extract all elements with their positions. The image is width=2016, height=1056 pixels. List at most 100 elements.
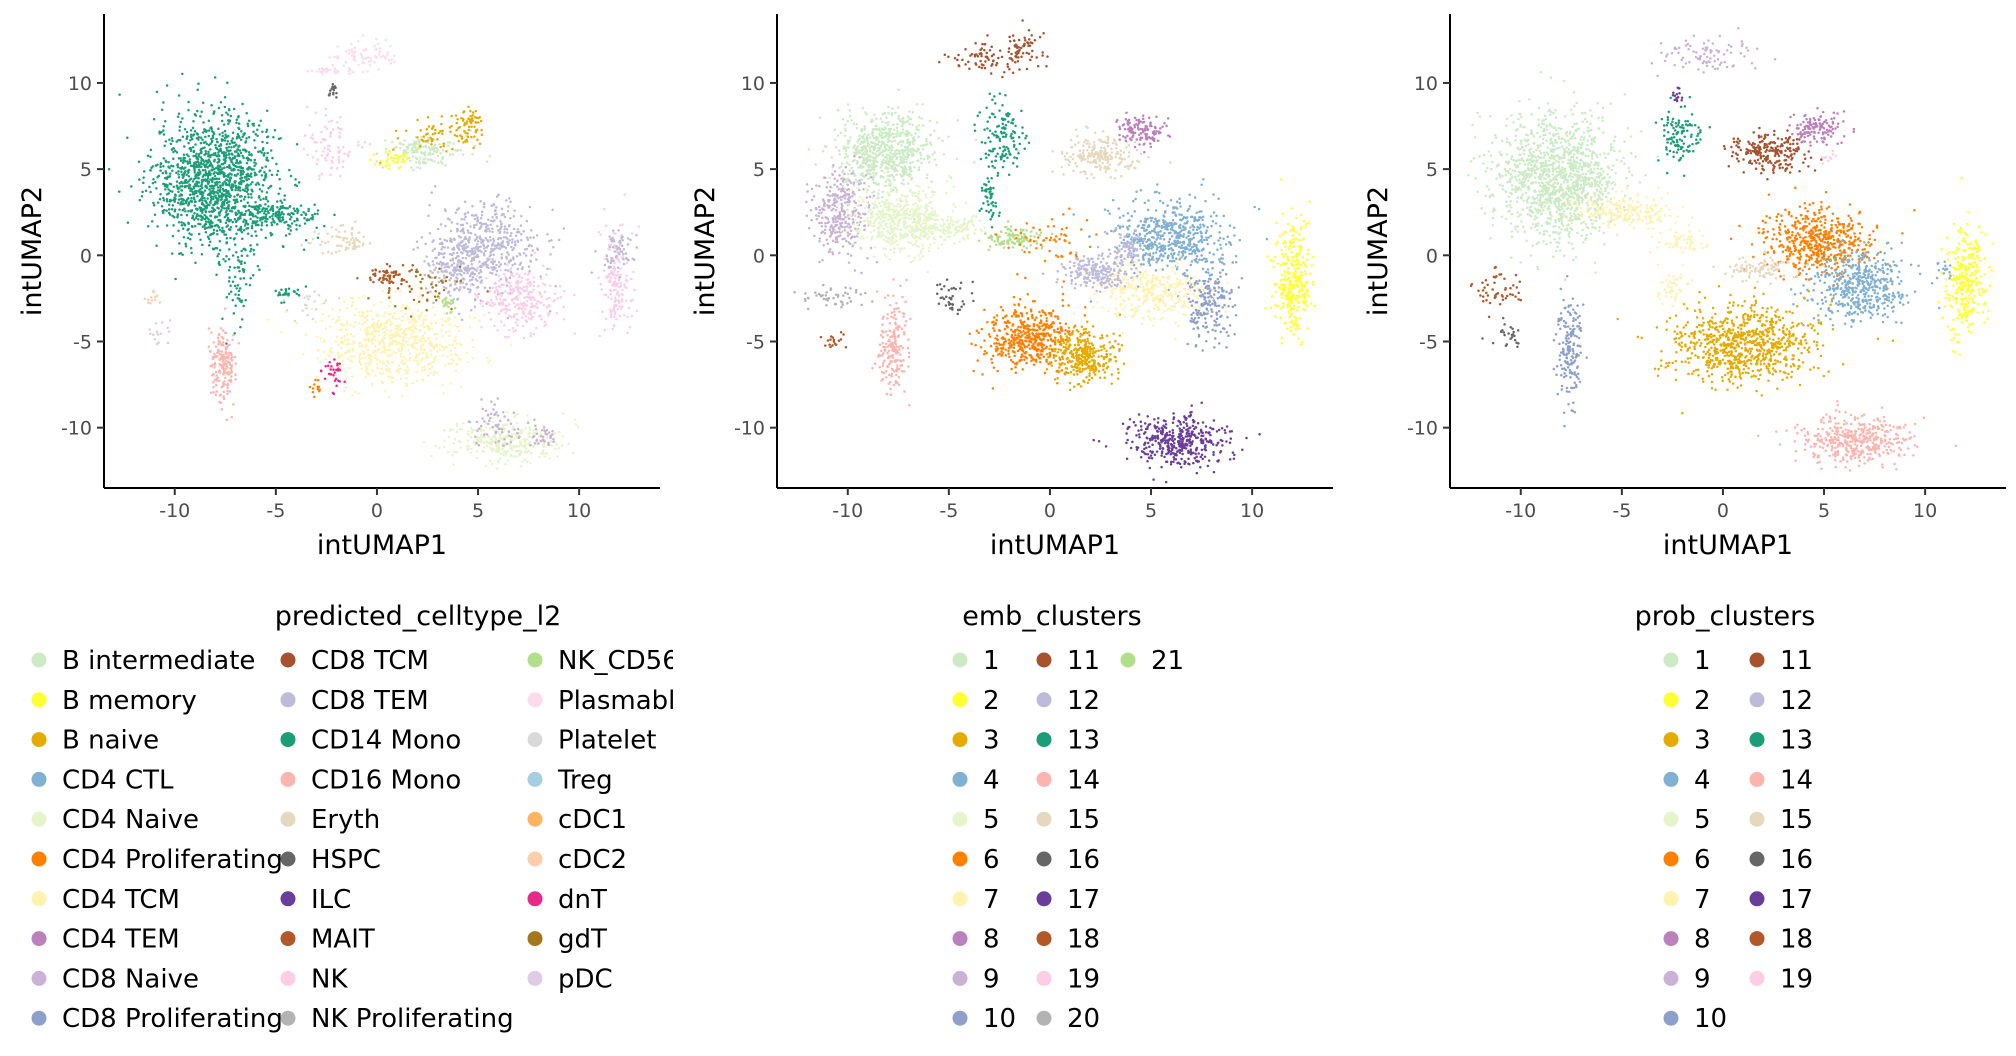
data-point bbox=[167, 208, 171, 211]
data-point bbox=[137, 160, 141, 163]
data-point bbox=[498, 419, 502, 423]
data-point bbox=[247, 209, 250, 212]
data-point bbox=[377, 319, 380, 322]
data-point bbox=[196, 176, 200, 180]
data-point bbox=[447, 291, 450, 295]
data-point bbox=[207, 218, 210, 221]
data-point bbox=[515, 297, 518, 300]
legend-label: Platelet bbox=[558, 726, 656, 756]
data-point bbox=[344, 60, 348, 64]
data-point bbox=[353, 238, 356, 242]
data-point bbox=[332, 368, 335, 371]
data-point bbox=[309, 241, 312, 245]
data-point bbox=[492, 237, 495, 241]
data-point bbox=[401, 264, 405, 267]
data-point bbox=[554, 432, 557, 435]
data-point bbox=[175, 180, 179, 183]
cluster-points bbox=[148, 319, 172, 346]
data-point bbox=[468, 420, 472, 424]
data-point bbox=[338, 364, 342, 368]
legend-item: HSPC bbox=[280, 845, 381, 875]
data-point bbox=[311, 133, 314, 137]
data-point bbox=[470, 247, 474, 251]
data-point bbox=[375, 322, 379, 325]
data-point bbox=[470, 278, 474, 281]
data-point bbox=[613, 266, 616, 270]
legend-label: B memory bbox=[62, 686, 197, 716]
data-point bbox=[600, 288, 603, 291]
data-point bbox=[500, 301, 503, 304]
data-point bbox=[361, 314, 364, 318]
data-point bbox=[479, 217, 483, 220]
data-point bbox=[502, 444, 505, 447]
legend-swatch bbox=[31, 1010, 47, 1026]
data-point bbox=[486, 258, 490, 262]
point-cloud bbox=[107, 34, 641, 470]
data-point bbox=[447, 305, 450, 309]
data-point bbox=[516, 240, 520, 243]
cluster-points bbox=[107, 72, 326, 283]
data-point bbox=[295, 223, 298, 227]
data-point bbox=[138, 178, 141, 181]
data-point bbox=[471, 270, 474, 274]
data-point bbox=[237, 168, 240, 172]
data-point bbox=[496, 414, 500, 417]
data-point bbox=[262, 212, 266, 215]
data-point bbox=[387, 58, 391, 62]
data-point bbox=[447, 362, 451, 366]
data-point bbox=[484, 464, 488, 468]
data-point bbox=[546, 436, 549, 439]
data-point bbox=[441, 149, 445, 152]
data-point bbox=[203, 204, 206, 207]
data-point bbox=[246, 254, 249, 257]
data-point bbox=[547, 441, 550, 445]
data-point bbox=[504, 236, 508, 239]
data-point bbox=[368, 242, 372, 245]
data-point bbox=[425, 139, 428, 143]
data-point bbox=[471, 267, 474, 270]
data-point bbox=[247, 196, 250, 199]
data-point bbox=[287, 227, 290, 230]
data-point bbox=[353, 390, 357, 394]
data-point bbox=[250, 154, 253, 157]
data-point bbox=[214, 370, 218, 374]
data-point bbox=[225, 362, 228, 366]
data-point bbox=[417, 318, 421, 321]
data-point bbox=[381, 166, 384, 169]
data-point bbox=[305, 307, 308, 310]
data-point bbox=[515, 317, 519, 321]
data-point bbox=[185, 184, 189, 188]
data-point bbox=[225, 418, 229, 422]
data-point bbox=[232, 167, 235, 171]
data-point bbox=[444, 164, 447, 167]
data-point bbox=[454, 256, 458, 260]
data-point bbox=[410, 343, 413, 347]
data-point bbox=[297, 293, 301, 297]
data-point bbox=[381, 360, 384, 364]
data-point bbox=[491, 440, 494, 444]
data-point bbox=[380, 367, 383, 370]
data-point bbox=[191, 192, 195, 195]
data-point bbox=[344, 328, 348, 332]
cluster-points bbox=[143, 289, 162, 305]
data-point bbox=[477, 292, 480, 296]
data-point bbox=[436, 227, 440, 231]
data-point bbox=[220, 113, 224, 117]
data-point bbox=[233, 156, 236, 160]
data-point bbox=[228, 156, 231, 160]
data-point bbox=[618, 224, 622, 227]
data-point bbox=[205, 163, 208, 166]
data-point bbox=[222, 372, 225, 376]
data-point bbox=[419, 129, 423, 132]
data-point bbox=[404, 129, 408, 132]
legend-swatch bbox=[280, 732, 296, 748]
data-point bbox=[180, 189, 184, 192]
data-point bbox=[434, 266, 438, 269]
data-point bbox=[330, 252, 333, 255]
data-point bbox=[528, 296, 531, 299]
data-point bbox=[385, 277, 388, 281]
data-point bbox=[510, 273, 513, 277]
data-point bbox=[441, 242, 444, 246]
data-point bbox=[228, 176, 231, 179]
data-point bbox=[471, 111, 475, 114]
